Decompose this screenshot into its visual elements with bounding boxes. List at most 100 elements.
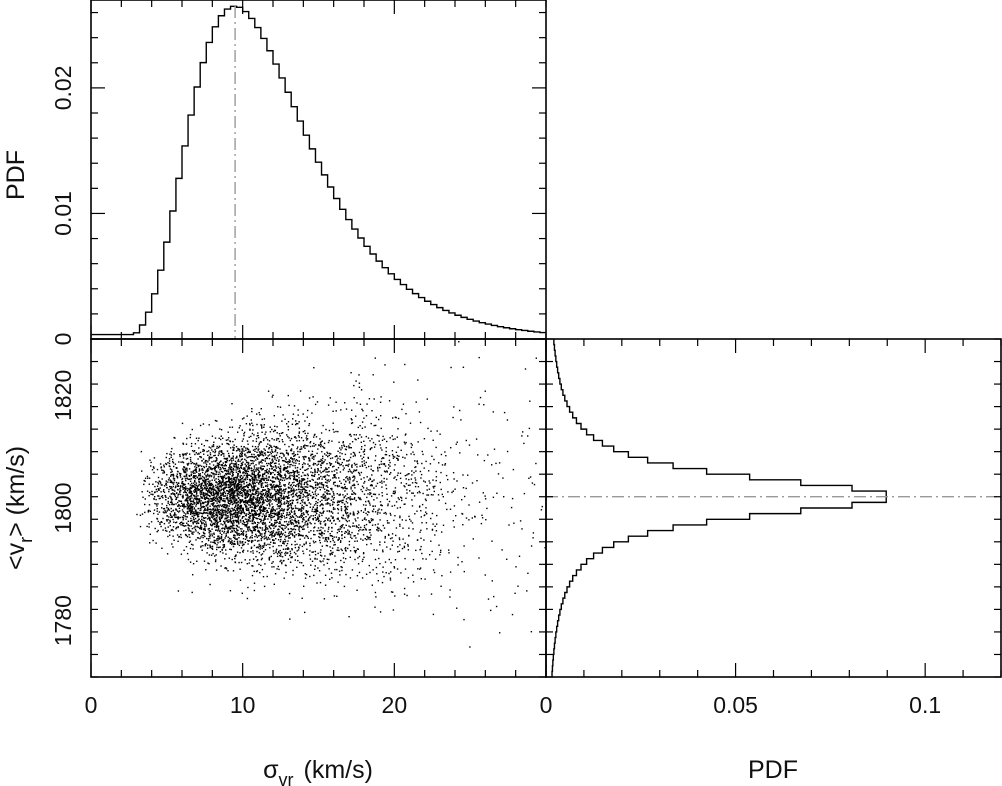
scatter-point [259,474,261,477]
scatter-point [372,493,375,495]
scatter-point [185,475,188,477]
scatter-point [241,462,243,464]
scatter-point [249,480,251,482]
scatter-point [375,416,377,419]
scatter-point [294,531,296,534]
scatter-point [187,523,189,526]
scatter-point [324,459,326,461]
scatter-point [230,538,232,540]
scatter-point [252,550,254,552]
scatter-point [296,516,299,518]
scatter-point [279,526,281,528]
scatter-point [185,525,187,527]
scatter-point [361,461,363,463]
scatter-point [243,431,246,434]
scatter-point [273,512,275,514]
scatter-point [291,548,293,550]
scatter-point [412,528,414,530]
scatter-point [232,468,234,470]
scatter-point [181,524,184,526]
scatter-point [365,528,367,530]
scatter-point [252,449,255,451]
scatter-point [217,485,219,488]
scatter-point [180,553,183,555]
scatter-point [238,508,241,510]
scatter-point [411,505,414,507]
scatter-point [298,521,300,524]
scatter-point [188,506,190,508]
scatter-point [244,524,246,526]
scatter-point [262,493,265,495]
scatter-point [184,489,186,492]
scatter-point [252,429,254,431]
scatter-point [306,492,308,494]
scatter-point [235,471,238,473]
scatter-point [257,449,259,451]
scatter-point [514,592,516,594]
scatter-point [395,534,397,537]
scatter-point [484,390,486,392]
scatter-point [249,474,251,476]
scatter-point [308,517,311,519]
scatter-point [177,517,179,519]
scatter-point [279,486,281,488]
scatter-point [234,476,236,479]
scatter-point [233,491,235,493]
scatter-point [330,453,332,455]
scatter-point [361,485,364,487]
scatter-point [245,493,247,495]
scatter-point [288,472,290,475]
scatter-point [194,472,196,474]
scatter-point [366,476,368,478]
scatter-point [256,467,258,469]
scatter-point [342,514,344,517]
scatter-point [342,487,344,490]
scatter-point [287,497,289,499]
scatter-point [259,498,261,500]
scatter-point [282,477,284,479]
scatter-point [263,477,265,479]
scatter-point [174,437,176,439]
scatter-point [370,520,373,522]
scatter-point [420,537,422,539]
scatter-point [281,439,283,441]
scatter-point [261,533,263,535]
scatter-point [241,464,243,466]
scatter-point [251,482,254,484]
scatter-point [259,509,261,511]
scatter-point [302,526,304,528]
scatter-point [435,470,437,473]
scatter-point [193,490,195,492]
scatter-point [232,496,234,498]
scatter-point [258,552,261,554]
scatter-point [417,441,419,443]
scatter-point [184,533,187,536]
scatter-point [321,440,323,442]
scatter-point [327,536,329,539]
scatter-point [220,486,222,488]
scatter-point [213,488,215,490]
scatter-point [218,517,220,519]
scatter-point [180,521,182,524]
scatter-point [199,474,201,476]
scatter-point [209,466,211,468]
scatter-point [190,505,193,508]
scatter-point [267,490,269,493]
scatter-point [256,517,258,520]
scatter-point [303,446,305,448]
scatter-point [301,501,304,503]
scatter-point [404,486,406,488]
scatter-point [188,468,191,470]
scatter-point [202,469,204,471]
scatter-point [403,503,405,505]
scatter-point [232,448,235,450]
scatter-point [456,441,458,443]
scatter-point [348,463,350,466]
scatter-point [275,522,277,524]
scatter-point [410,446,413,449]
scatter-point [286,542,289,545]
scatter-point [168,531,171,533]
scatter-point [277,505,279,508]
scatter-point [227,521,229,523]
scatter-point [247,495,249,497]
